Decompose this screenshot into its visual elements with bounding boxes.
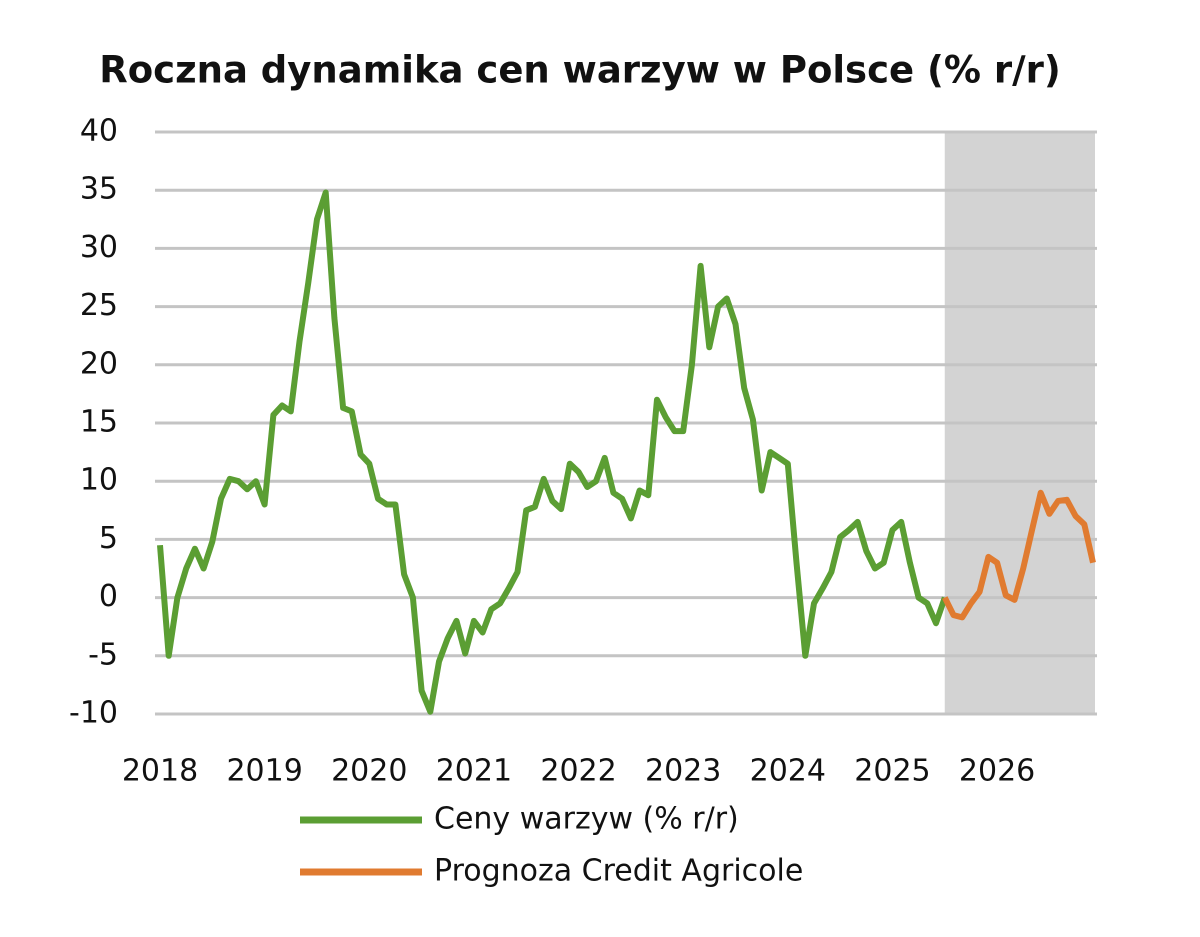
x-tick-label: 2023 [645, 754, 721, 789]
legend-label: Prognoza Credit Agricole [434, 854, 803, 889]
x-tick-label: 2019 [226, 754, 302, 789]
y-tick-label: 35 [80, 172, 118, 207]
x-tick-label: 2025 [854, 754, 930, 789]
y-tick-label: 20 [80, 346, 118, 381]
y-tick-label: 5 [99, 521, 118, 556]
y-tick-label: 0 [99, 579, 118, 614]
chart-title: Roczna dynamika cen warzyw w Polsce (% r… [99, 49, 1061, 92]
y-tick-label: -10 [69, 696, 118, 731]
y-tick-label: 15 [80, 405, 118, 440]
x-tick-label: 2020 [331, 754, 407, 789]
y-tick-label: 30 [80, 230, 118, 265]
x-tick-label: 2024 [750, 754, 826, 789]
legend-label: Ceny warzyw (% r/r) [434, 802, 739, 837]
y-tick-label: 10 [80, 463, 118, 498]
x-tick-label: 2018 [122, 754, 198, 789]
y-tick-label: 40 [80, 114, 118, 149]
x-tick-label: 2026 [959, 754, 1035, 789]
series-line [157, 189, 948, 715]
y-tick-label: -5 [88, 637, 118, 672]
x-tick-label: 2022 [540, 754, 616, 789]
series-line [942, 489, 1096, 621]
x-tick-label: 2021 [436, 754, 512, 789]
y-tick-label: 25 [80, 288, 118, 323]
